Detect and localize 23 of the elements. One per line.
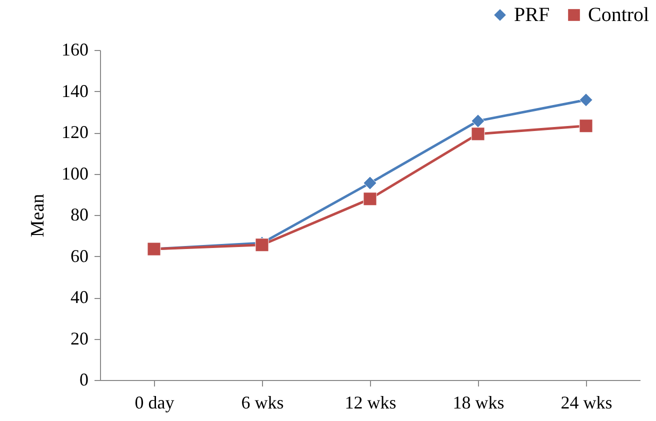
legend-label: Control	[588, 4, 650, 26]
x-tick-label: 24 wks	[560, 392, 612, 412]
legend-label: PRF	[514, 4, 550, 26]
point	[363, 176, 377, 190]
point	[363, 192, 377, 206]
y-tick-label: 40	[70, 287, 88, 307]
y-tick-label: 100	[62, 163, 88, 184]
y-axis-title: Mean	[28, 193, 48, 238]
point	[579, 119, 593, 133]
x-tick-label: 12 wks	[344, 392, 396, 412]
x-tick-label: 0 day	[134, 392, 174, 412]
x-tick-label: 18 wks	[452, 392, 504, 412]
point	[471, 127, 485, 141]
y-tick-label: 0	[80, 370, 88, 390]
x-tick-label: 6 wks	[241, 392, 284, 412]
y-tick-label: 60	[70, 246, 88, 266]
y-tick-label: 80	[70, 204, 88, 224]
y-tick-label: 160	[62, 40, 88, 60]
point	[471, 114, 485, 128]
point	[579, 93, 593, 107]
y-tick-label: 120	[62, 122, 88, 142]
y-tick-label: 140	[62, 80, 88, 101]
y-tick-label: 20	[70, 328, 88, 348]
